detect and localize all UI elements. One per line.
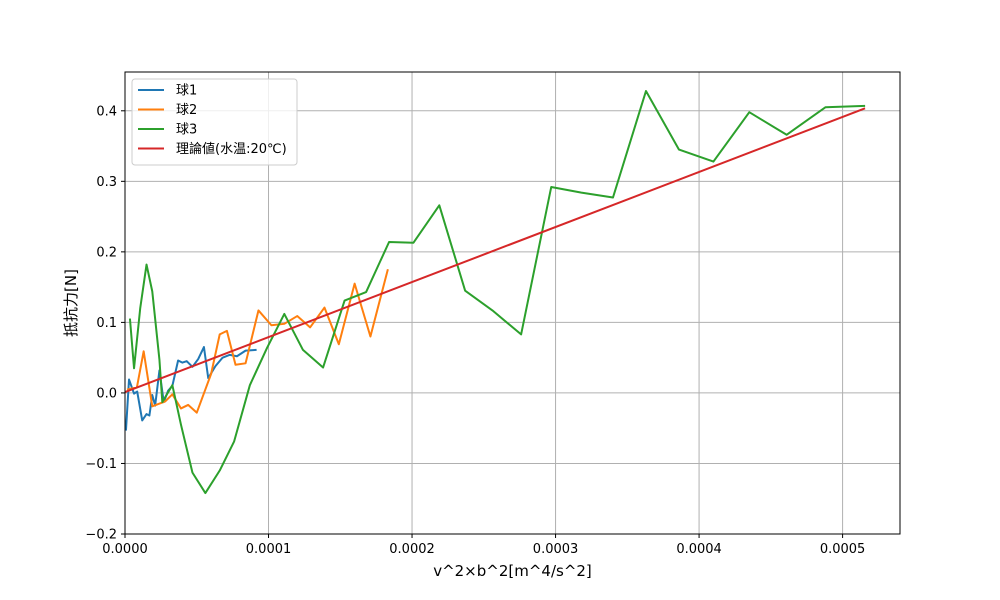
y-tick-label: 0.1 bbox=[96, 316, 117, 331]
y-tick-label: 0.3 bbox=[96, 175, 117, 190]
y-tick-label: −0.2 bbox=[85, 528, 117, 543]
plot-frame bbox=[124, 71, 901, 535]
legend: 球1 球2 球3 理論値(水温:20℃) bbox=[131, 78, 298, 166]
y-tick-label: −0.1 bbox=[85, 457, 117, 472]
legend-label: 球1 bbox=[176, 84, 197, 99]
x-tick-label: 0.0004 bbox=[676, 542, 722, 557]
series-line-4 bbox=[124, 107, 866, 394]
axis-ticks: 0.0000 0.0001 0.0002 0.0003 0.0004 0.0005 −0.2… bbox=[85, 104, 865, 557]
x-axis-label: v^2×b^2[m^4/s^2] bbox=[433, 562, 592, 580]
y-tick-label: 0.2 bbox=[96, 245, 117, 260]
y-tick-label: 0.4 bbox=[96, 104, 117, 119]
legend-label: 理論値(水温:20℃) bbox=[176, 141, 287, 157]
x-tick-label: 0.0001 bbox=[246, 542, 292, 557]
x-tick-label: 0.0002 bbox=[389, 542, 435, 557]
legend-box bbox=[131, 78, 298, 166]
plot-lines bbox=[124, 90, 866, 495]
legend-label: 球3 bbox=[176, 123, 197, 138]
series-line-3 bbox=[128, 90, 866, 495]
x-tick-label: 0.0005 bbox=[820, 542, 866, 557]
y-axis-label: 抵抗力[N] bbox=[62, 269, 80, 337]
x-tick-label: 0.0000 bbox=[102, 542, 148, 557]
x-tick-label: 0.0003 bbox=[533, 542, 579, 557]
y-tick-label: 0.0 bbox=[96, 386, 117, 401]
legend-label: 球2 bbox=[176, 103, 197, 118]
